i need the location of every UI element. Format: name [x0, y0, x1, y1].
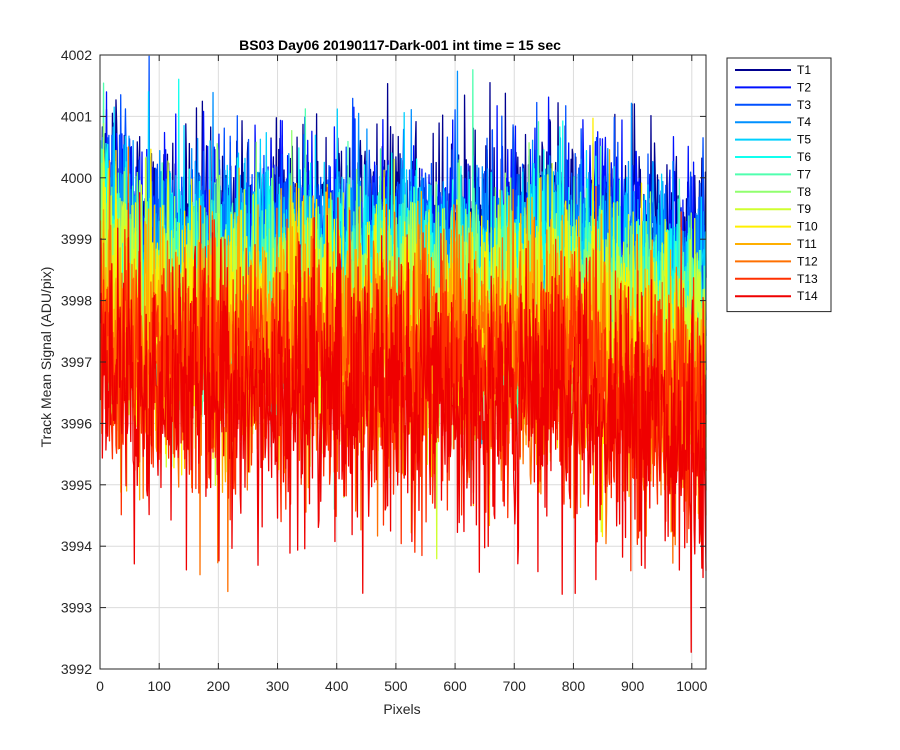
series-line-t14: [99, 192, 707, 653]
x-tick-label: 300: [266, 678, 290, 694]
x-tick-label: 800: [562, 678, 586, 694]
x-tick-label: 1000: [676, 678, 707, 694]
y-tick-label: 3995: [61, 477, 92, 493]
legend-box: [726, 57, 832, 313]
x-tick-label: 700: [503, 678, 527, 694]
y-tick-label: 3999: [61, 231, 92, 247]
legend-label-t1: T1: [797, 63, 811, 77]
y-tick-label: 3998: [61, 293, 92, 309]
legend-label-t12: T12: [797, 254, 818, 268]
legend-label-t9: T9: [797, 202, 811, 216]
y-tick-label: 4002: [61, 47, 92, 63]
y-tick-label: 3994: [61, 538, 92, 554]
legend-label-t7: T7: [797, 167, 811, 181]
axis-ticks: [99, 54, 706, 670]
legend-label-t11: T11: [797, 237, 817, 251]
legend-label-t10: T10: [797, 220, 818, 234]
x-tick-label: 900: [621, 678, 645, 694]
x-tick-label: 200: [207, 678, 231, 694]
series-lines: [99, 55, 707, 653]
legend: T1 T2 T3 T4 T5 T6 T7 T8 T9 T10 T11 T12 T13 T14: [726, 57, 832, 313]
legend-label-t13: T13: [797, 272, 818, 286]
y-axis-label: Track Mean Signal (ADU/pix): [38, 267, 54, 448]
legend-label-t14: T14: [797, 289, 818, 303]
x-tick-label: 500: [384, 678, 408, 694]
legend-label-t8: T8: [797, 185, 811, 199]
x-tick-label: 400: [325, 678, 349, 694]
y-tick-labels: 3992 3993 3994 3995 3996 3997 3998 3999 4000 4001…: [61, 47, 92, 677]
legend-label-t5: T5: [797, 133, 811, 147]
y-tick-label: 4001: [61, 108, 92, 124]
y-tick-label: 3996: [61, 415, 92, 431]
y-tick-label: 3997: [61, 354, 92, 370]
legend-label-t2: T2: [797, 80, 811, 94]
plot-area: [99, 54, 707, 670]
y-tick-label: 3992: [61, 661, 92, 677]
y-tick-label: 4000: [61, 170, 92, 186]
legend-items: T1 T2 T3 T4 T5 T6 T7 T8 T9 T10 T11 T12 T13 T14: [735, 63, 818, 303]
x-tick-labels: 0 100 200 300 400 500 600 700 800 900 1000: [96, 678, 707, 694]
y-tick-label: 3993: [61, 600, 92, 616]
legend-label-t4: T4: [797, 115, 811, 129]
legend-label-t3: T3: [797, 98, 811, 112]
legend-label-t6: T6: [797, 150, 811, 164]
x-tick-label: 100: [148, 678, 172, 694]
x-tick-label: 600: [443, 678, 467, 694]
x-tick-label: 0: [96, 678, 104, 694]
chart-title: BS03 Day06 20190117-Dark-001 int time = …: [239, 37, 561, 53]
x-axis-label: Pixels: [383, 701, 420, 717]
